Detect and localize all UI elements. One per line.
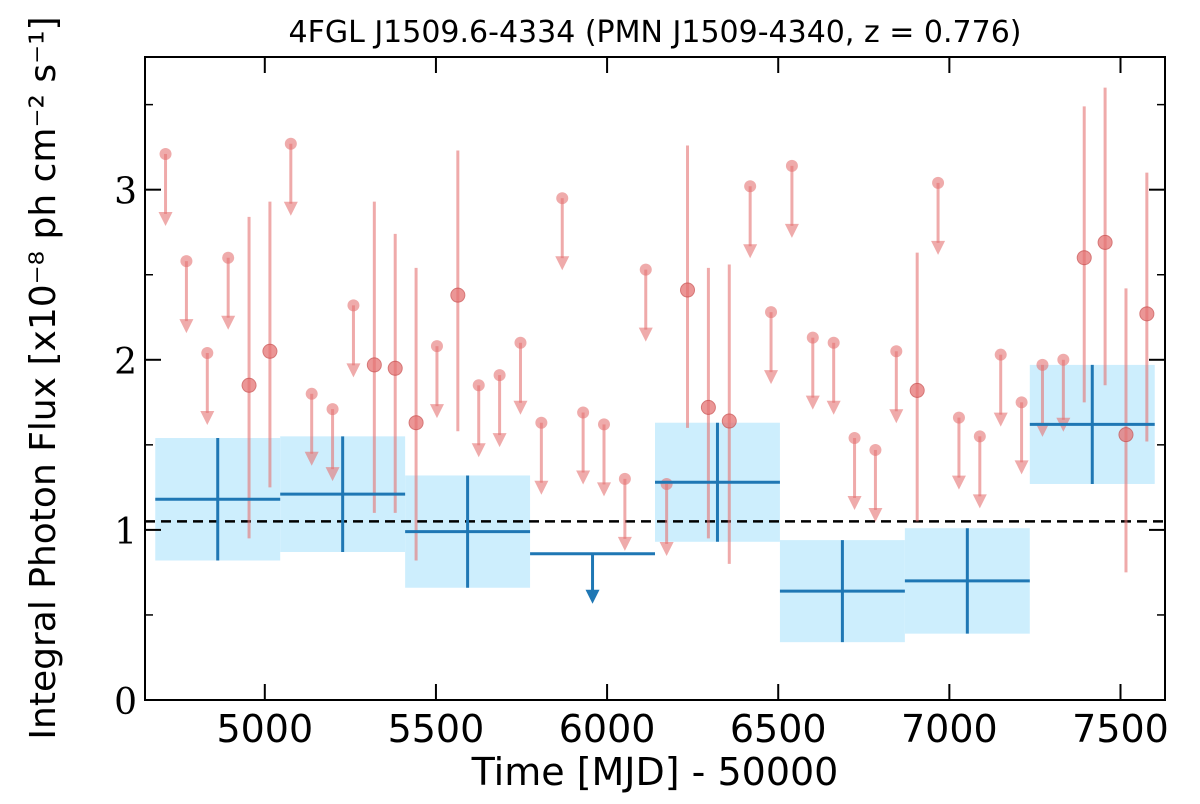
upper-limit-arrow <box>179 319 194 334</box>
point <box>973 430 986 443</box>
x-tick-label: 5000 <box>216 707 313 751</box>
point <box>1076 250 1092 266</box>
upper-limit-arrow <box>429 404 444 419</box>
point <box>765 306 778 319</box>
point <box>326 403 339 416</box>
y-axis-label: Integral Photon Flux [x10⁻⁸ ph cm⁻² s⁻¹] <box>23 16 64 739</box>
point <box>514 336 527 349</box>
upper-limit-arrow <box>784 223 799 238</box>
point <box>932 176 945 189</box>
point <box>848 432 861 445</box>
point <box>700 399 716 415</box>
point <box>284 137 297 150</box>
y-tick-label: 0 <box>114 682 137 723</box>
point <box>430 340 443 353</box>
upper-limit-arrow <box>847 496 862 511</box>
point <box>744 180 757 193</box>
upper-limit-arrow <box>221 315 236 330</box>
point <box>890 345 903 358</box>
point <box>660 477 673 490</box>
point <box>785 159 798 172</box>
upper-limit-arrow <box>304 451 319 466</box>
x-tick-label: 6500 <box>730 707 827 751</box>
upper-limit-arrow <box>555 256 570 271</box>
point <box>909 382 925 398</box>
point <box>201 346 214 359</box>
x-tick-label: 5500 <box>388 707 485 751</box>
point <box>305 387 318 400</box>
point <box>347 299 360 312</box>
point <box>556 192 569 205</box>
point <box>618 472 631 485</box>
y-tick-label: 1 <box>114 512 137 553</box>
point <box>366 357 382 373</box>
point <box>1118 427 1134 443</box>
y-tick-label: 2 <box>114 342 137 383</box>
upper-limit-arrow <box>492 433 507 448</box>
upper-limit-arrow <box>1035 422 1050 437</box>
plot-frame <box>144 56 1166 701</box>
point <box>721 413 737 429</box>
upper-limit-arrow <box>743 244 758 259</box>
y-tick-label: 3 <box>114 172 137 213</box>
upper-limit-arrow <box>283 201 298 216</box>
upper-limit-arrow <box>346 363 361 378</box>
point <box>827 336 840 349</box>
upper-limit-arrow <box>471 443 486 458</box>
point <box>159 147 172 160</box>
upper-limit-arrow <box>805 395 820 410</box>
point <box>1036 358 1049 371</box>
point <box>262 343 278 359</box>
point <box>952 411 965 424</box>
point <box>387 360 403 376</box>
point <box>450 287 466 303</box>
point <box>1139 306 1155 322</box>
point <box>241 377 257 393</box>
point <box>1015 396 1028 409</box>
point <box>994 348 1007 361</box>
upper-limit-arrow <box>158 211 173 226</box>
point <box>472 379 485 392</box>
upper-limit-arrow <box>993 412 1008 427</box>
upper-limit-arrow <box>764 370 779 385</box>
upper-limit-arrow <box>659 541 674 556</box>
point <box>639 263 652 276</box>
upper-limit-arrow <box>972 494 987 509</box>
point <box>180 255 193 268</box>
point <box>806 331 819 344</box>
upper-limit-arrow <box>1014 460 1029 475</box>
upper-limit-arrow <box>931 240 946 255</box>
point <box>493 369 506 382</box>
upper-limit-arrow <box>585 589 600 604</box>
point <box>1057 353 1070 366</box>
x-axis-label: Time [MJD] - 50000 <box>471 750 839 794</box>
x-tick-label: 7500 <box>1072 707 1169 751</box>
chart-title: 4FGL J1509.6-4334 (PMN J1509-4340, z = 0… <box>288 15 1021 50</box>
upper-limit-arrow <box>951 475 966 490</box>
point <box>577 406 590 419</box>
upper-limit-arrow <box>513 400 528 415</box>
upper-limit-arrow <box>576 470 591 485</box>
x-tick-label: 7000 <box>901 707 998 751</box>
upper-limit-arrow <box>200 410 215 425</box>
upper-limit-arrow <box>868 507 883 522</box>
point <box>869 443 882 456</box>
point <box>222 251 235 264</box>
point <box>408 415 424 431</box>
upper-limit-arrow <box>325 467 340 482</box>
upper-limit-arrow <box>617 536 632 551</box>
upper-limit-arrow <box>889 409 904 424</box>
point <box>598 418 610 431</box>
point <box>680 282 696 298</box>
x-tick-label: 6000 <box>559 707 656 751</box>
point <box>535 416 548 429</box>
upper-limit-arrow <box>638 327 653 342</box>
upper-limit-arrow <box>597 482 611 497</box>
upper-limit-arrow <box>534 480 549 495</box>
upper-limit-arrow <box>826 400 841 415</box>
point <box>1097 234 1113 250</box>
